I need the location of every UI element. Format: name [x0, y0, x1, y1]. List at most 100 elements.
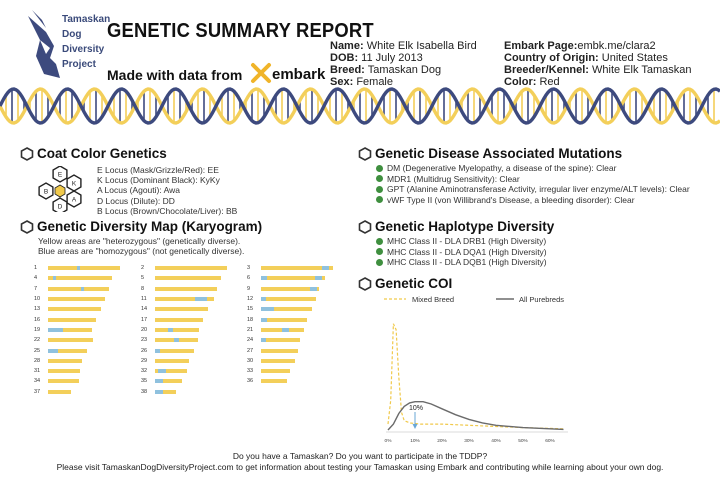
chromosome-bar: [261, 286, 319, 291]
homozygous-segment: [261, 317, 267, 322]
chromosome-number: 17: [141, 316, 148, 323]
chromosome-bar: [261, 266, 333, 271]
x-tick-label: 50%: [518, 438, 528, 444]
dna-helix-banner: [0, 87, 720, 125]
x-tick-label: 40%: [491, 438, 501, 444]
chromosome-row: 30: [247, 356, 333, 366]
coi-section-title: Genetic COI: [358, 276, 452, 291]
homozygous-segment: [158, 369, 167, 374]
karyogram-column: 2 5 8 11 14 17 20 23 26 29 32 35 38: [141, 263, 227, 397]
chromosome-number: 36: [247, 378, 254, 385]
chromosome-number: 4: [34, 275, 38, 282]
logo-line: Project: [62, 59, 96, 70]
hexagon-icon: [20, 219, 34, 234]
chromosome-bar: [261, 348, 298, 353]
disease-list: DM (Degenerative Myelopathy, a disease o…: [376, 163, 690, 205]
logo-line: Tamaskan: [62, 14, 111, 25]
haplotype-item: MHC Class II - DLA DRB1 (High Diversity): [376, 236, 547, 247]
clear-status-icon: [376, 164, 383, 172]
homozygous-note: Blue areas are "homozygous" (not genetic…: [38, 246, 245, 257]
chromosome-row: 16: [34, 314, 120, 324]
chromosome-number: 21: [247, 326, 254, 333]
homozygous-segment: [53, 276, 57, 281]
embark-page-link[interactable]: embk.me/clara2: [577, 40, 656, 52]
homozygous-segment: [155, 379, 164, 384]
chromosome-bar: [261, 317, 308, 322]
chromosome-number: 2: [141, 265, 145, 272]
chromosome-number: 3: [247, 265, 251, 272]
clear-status-icon: [376, 175, 383, 183]
center-hexagon: [54, 184, 66, 198]
chromosome-bar: [48, 389, 71, 394]
chromosome-bar: [48, 348, 87, 353]
info-row-breed: Breed: Tamaskan Dog: [330, 64, 477, 76]
coat-section-title: Coat Color Genetics: [20, 146, 167, 161]
dna-strand-navy: [0, 87, 720, 125]
disease-item: vWF Type II (von Willibrand's Disease, a…: [376, 195, 690, 206]
homozygous-segment: [315, 276, 322, 281]
chromosome-number: 22: [34, 337, 41, 344]
chromosome-bar: [48, 266, 120, 271]
haplotype-item: MHC Class II - DLA DQB1 (High Diversity): [376, 257, 547, 268]
chromosome-number: 16: [34, 316, 41, 323]
chromosome-number: 1: [34, 265, 38, 272]
locus-hexagon: [66, 174, 82, 192]
chromosome-number: 31: [34, 368, 41, 375]
chromosome-bar: [261, 338, 300, 343]
chromosome-row: 26: [141, 345, 227, 355]
disease-item: MDR1 (Multidrug Sensitivity): Clear: [376, 174, 690, 185]
chromosome-number: 13: [34, 306, 41, 313]
karyogram-column: 1 4 7 10 13 16 19 22 25 28 31 34 37: [34, 263, 120, 397]
info-label: Name:: [330, 40, 364, 52]
hexagon-icon: [358, 276, 372, 291]
chromosome-bar: [155, 317, 204, 322]
homozygous-segment: [261, 276, 268, 281]
chromosome-row: 10: [34, 294, 120, 304]
diversity-status-icon: [376, 248, 383, 256]
homozygous-segment: [282, 327, 289, 332]
x-tick-label: 0%: [385, 438, 393, 444]
chromosome-number: 14: [141, 306, 148, 313]
haplotype-list: MHC Class II - DLA DRB1 (High Diversity)…: [376, 236, 547, 268]
heterozygous-note: Yellow areas are "heterozygous" (genetic…: [38, 236, 241, 246]
chromosome-number: 10: [34, 296, 41, 303]
chromosome-row: 28: [34, 356, 120, 366]
chromosome-row: 33: [247, 366, 333, 376]
embark-logo-icon: [251, 63, 271, 83]
chromosome-bar: [48, 286, 109, 291]
locus-hex-cluster: E K A D B: [38, 166, 82, 212]
info-label: Country of Origin:: [504, 52, 599, 64]
dog-name: White Elk Isabella Bird: [366, 40, 477, 52]
info-row-breeder: Breeder/Kennel: White Elk Tamaskan: [504, 64, 692, 76]
info-label: Color:: [504, 76, 537, 88]
chromosome-row: 21: [247, 325, 333, 335]
chromosome-row: 8: [141, 284, 227, 294]
locus-hexagon: [52, 197, 68, 212]
chromosome-row: 18: [247, 314, 333, 324]
chromosome-row: 7: [34, 284, 120, 294]
chromosome-bar: [155, 389, 177, 394]
disease-item: DM (Degenerative Myelopathy, a disease o…: [376, 163, 690, 174]
chromosome-row: 17: [141, 314, 227, 324]
chromosome-row: 31: [34, 366, 120, 376]
chromosome-bar: [48, 276, 112, 281]
chromosome-row: 29: [141, 356, 227, 366]
chromosome-row: 6: [247, 273, 333, 283]
disease-section-title: Genetic Disease Associated Mutations: [358, 146, 622, 161]
info-row-name: Name: White Elk Isabella Bird: [330, 40, 477, 52]
homozygous-segment: [48, 327, 64, 332]
haplotype-text: MHC Class II - DLA DRB1 (High Diversity): [387, 236, 547, 247]
chromosome-bar: [48, 297, 105, 302]
locus-letter: B: [44, 189, 48, 196]
chromosome-bar: [261, 327, 304, 332]
coi-chart: Mixed Breed All Purebreds 10% 0% 10% 20% 30…: [384, 295, 568, 444]
chromosome-number: 32: [141, 368, 148, 375]
info-label: Breed:: [330, 64, 365, 76]
chromosome-row: 2: [141, 263, 227, 273]
chromosome-number: 27: [247, 347, 254, 354]
disease-item: GPT (Alanine Aminotransferase Activity, …: [376, 184, 690, 195]
chromosome-number: 35: [141, 378, 148, 385]
homozygous-segment: [76, 266, 81, 271]
chromosome-bar: [155, 379, 183, 384]
chromosome-row: 22: [34, 335, 120, 345]
